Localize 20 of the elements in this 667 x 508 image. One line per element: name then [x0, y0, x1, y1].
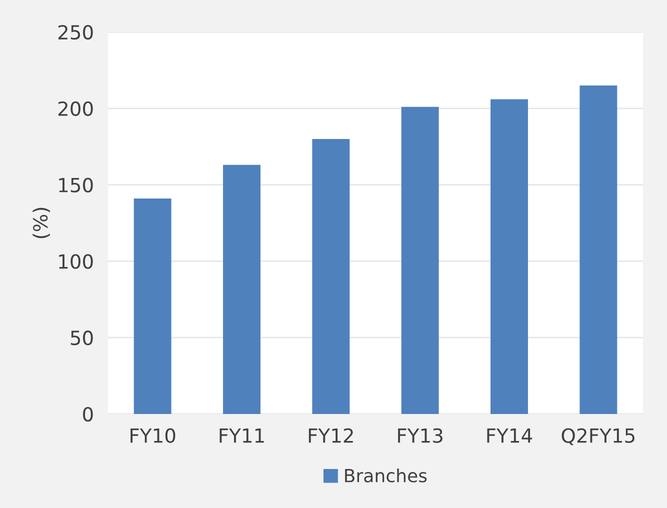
y-axis-title: (%): [32, 208, 50, 238]
y-tick-label: 200: [58, 101, 93, 116]
legend-label: Branches: [345, 468, 427, 482]
x-tick-label: Q2FY15: [562, 428, 634, 446]
y-tick-label: 50: [70, 330, 93, 346]
y-tick-label: 250: [58, 24, 93, 40]
bar: [580, 85, 618, 414]
bar: [401, 106, 439, 414]
bar: [223, 164, 260, 414]
bar: [312, 138, 350, 414]
bar: [490, 99, 528, 414]
x-tick-label: FY12: [308, 428, 353, 443]
x-tick-label: FY14: [487, 428, 532, 443]
y-tick-label: 0: [83, 406, 93, 422]
x-tick-label: FY11: [220, 428, 264, 443]
x-tick-label: FY13: [398, 428, 442, 443]
y-tick-label: 150: [59, 178, 93, 192]
y-tick-label: 100: [59, 254, 93, 269]
x-tick-label: FY10: [130, 428, 176, 443]
bar: [134, 198, 172, 414]
